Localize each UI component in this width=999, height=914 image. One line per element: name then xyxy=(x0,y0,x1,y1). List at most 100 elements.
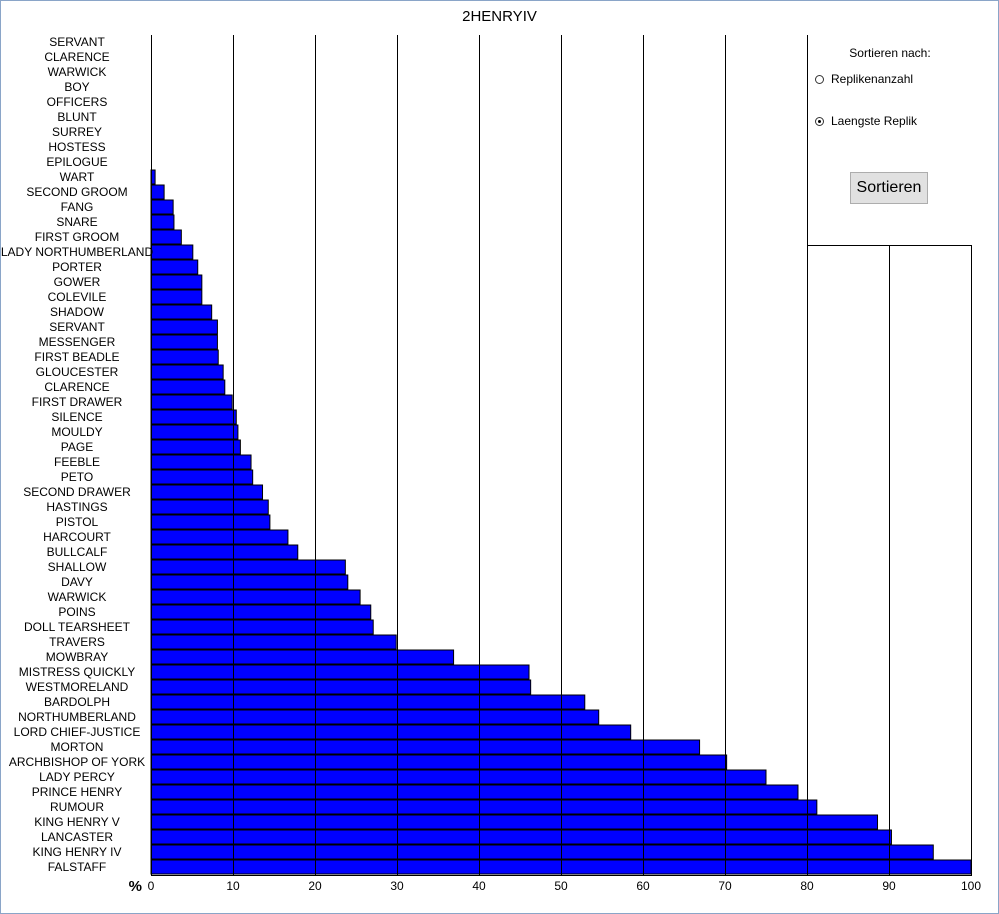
bar-16 xyxy=(150,274,203,290)
bar-37 xyxy=(150,589,361,605)
category-label: WESTMORELAND xyxy=(26,680,129,694)
bar-27 xyxy=(150,439,241,455)
category-label: LADY PERCY xyxy=(39,770,115,784)
x-tick-label: 0 xyxy=(148,879,155,893)
category-label: HOSTESS xyxy=(48,140,105,154)
x-tick-label: 20 xyxy=(308,879,322,893)
category-label: PETO xyxy=(61,470,93,484)
category-label: LADY NORTHUMBERLAND xyxy=(1,245,154,259)
x-tick-label: 70 xyxy=(718,879,732,893)
bar-11 xyxy=(150,199,174,215)
category-label: SNARE xyxy=(56,215,97,229)
category-label: FANG xyxy=(61,200,94,214)
category-label: SERVANT xyxy=(49,320,105,334)
bar-28 xyxy=(150,454,252,470)
sort-option-label: Laengste Replik xyxy=(831,114,918,128)
category-label: SECOND DRAWER xyxy=(23,485,131,499)
category-label: SECOND GROOM xyxy=(26,185,127,199)
bar-45 xyxy=(150,709,600,725)
bar-30 xyxy=(150,484,264,500)
category-label: MISTRESS QUICKLY xyxy=(19,665,135,679)
category-label: SERVANT xyxy=(49,35,105,49)
category-label: WARWICK xyxy=(48,65,107,79)
bar-43 xyxy=(150,679,532,695)
category-label: SHADOW xyxy=(50,305,105,319)
category-label: KING HENRY V xyxy=(34,815,120,829)
bar-33 xyxy=(150,529,289,545)
chart-title: 2HENRYIV xyxy=(462,8,537,25)
category-label: ARCHBISHOP OF YORK xyxy=(9,755,145,769)
category-label: FIRST GROOM xyxy=(35,230,119,244)
category-label: NORTHUMBERLAND xyxy=(18,710,136,724)
category-label: COLEVILE xyxy=(48,290,107,304)
bar-13 xyxy=(150,229,182,245)
bar-39 xyxy=(150,619,374,635)
x-tick-label: 40 xyxy=(472,879,486,893)
category-label: PRINCE HENRY xyxy=(32,785,122,799)
category-label: TRAVERS xyxy=(49,635,105,649)
category-label: FIRST DRAWER xyxy=(32,395,123,409)
radio-laengste-replik[interactable] xyxy=(815,116,824,126)
bar-25 xyxy=(150,409,237,425)
bar-51 xyxy=(150,799,818,815)
category-label: CLARENCE xyxy=(44,50,109,64)
category-label: SURREY xyxy=(52,125,102,139)
category-label: GLOUCESTER xyxy=(36,365,119,379)
sort-heading: Sortieren nach: xyxy=(849,46,931,60)
radio-replikenanzahl[interactable] xyxy=(815,74,824,84)
category-label: FEEBLE xyxy=(54,455,100,469)
bar-18 xyxy=(150,304,213,320)
bar-40 xyxy=(150,634,397,650)
bar-19 xyxy=(150,319,218,335)
x-tick-label: 80 xyxy=(800,879,814,893)
bar-10 xyxy=(150,184,165,200)
category-label: WART xyxy=(60,170,95,184)
bar-24 xyxy=(150,394,233,410)
category-label: WARWICK xyxy=(48,590,107,604)
x-tick-label: 50 xyxy=(554,879,568,893)
bar-32 xyxy=(150,514,271,530)
bar-36 xyxy=(150,574,349,590)
bar-29 xyxy=(150,469,254,485)
bar-41 xyxy=(150,649,455,665)
category-label: BLUNT xyxy=(57,110,97,124)
category-label: SILENCE xyxy=(51,410,102,424)
sort-button[interactable]: Sortieren xyxy=(850,172,928,204)
category-label: DAVY xyxy=(61,575,93,589)
category-label: BULLCALF xyxy=(47,545,108,559)
category-label: BOY xyxy=(64,80,89,94)
bar-31 xyxy=(150,499,269,515)
bar-23 xyxy=(150,379,226,395)
bar-42 xyxy=(150,664,530,680)
category-label: HARCOURT xyxy=(43,530,111,544)
bar-50 xyxy=(150,784,799,800)
category-label: SHALLOW xyxy=(48,560,107,574)
category-label: MOWBRAY xyxy=(46,650,108,664)
category-label: POINS xyxy=(58,605,95,619)
bar-26 xyxy=(150,424,239,440)
sort-option-laengste-replik[interactable]: Laengste Replik xyxy=(815,114,917,128)
bar-35 xyxy=(150,559,346,575)
category-label: OFFICERS xyxy=(47,95,108,109)
bar-53 xyxy=(150,829,892,845)
bar-14 xyxy=(150,244,194,260)
sort-option-replikenanzahl[interactable]: Replikenanzahl xyxy=(815,72,913,86)
x-tick-label: 10 xyxy=(226,879,240,893)
category-label: PORTER xyxy=(52,260,102,274)
bar-21 xyxy=(150,349,219,365)
x-tick-label: 90 xyxy=(882,879,896,893)
bar-17 xyxy=(150,289,203,305)
bar-12 xyxy=(150,214,175,230)
category-label: CLARENCE xyxy=(44,380,109,394)
bar-15 xyxy=(150,259,199,275)
bar-20 xyxy=(150,334,218,350)
x-axis-label: % xyxy=(129,878,142,895)
bar-44 xyxy=(150,694,586,710)
bar-34 xyxy=(150,544,299,560)
bar-54 xyxy=(150,844,934,860)
category-label: HASTINGS xyxy=(46,500,107,514)
x-tick-label: 30 xyxy=(390,879,404,893)
category-label: PAGE xyxy=(61,440,93,454)
category-label: RUMOUR xyxy=(50,800,104,814)
bar-38 xyxy=(150,604,372,620)
